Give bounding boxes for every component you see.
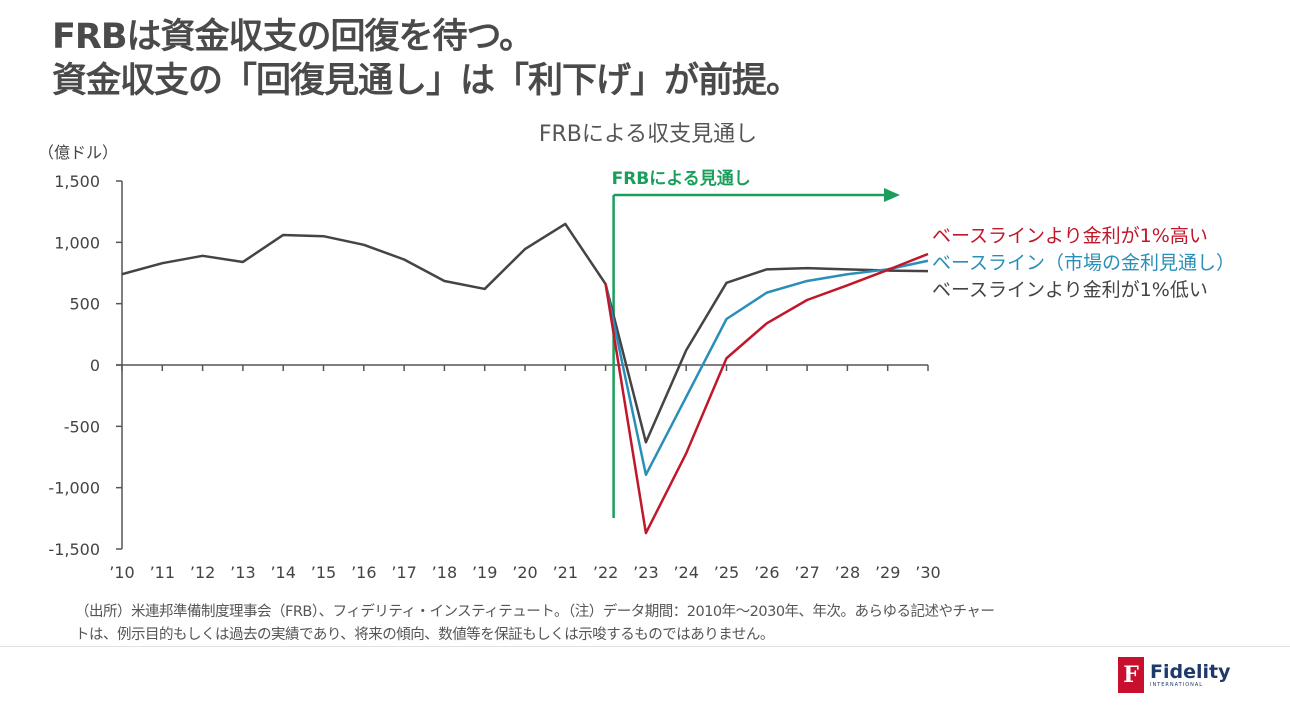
x-tick-label: ’16 [351, 563, 376, 582]
y-tick-label: 500 [69, 295, 100, 314]
footnote-line1: （出所）米連邦準備制度理事会（FRB）、フィデリティ・インスティテュート。（注）… [75, 604, 995, 620]
x-tick-label: ’21 [553, 563, 578, 582]
x-tick-label: ’15 [311, 563, 336, 582]
x-tick-label: ’22 [593, 563, 618, 582]
forecast-annotation-label: FRBによる見通し [612, 169, 751, 189]
x-tick-label: ’13 [230, 563, 255, 582]
divider [0, 646, 1290, 647]
x-tick-label: ’14 [270, 563, 295, 582]
x-tick-label: ’27 [794, 563, 819, 582]
x-tick-label: ’19 [472, 563, 497, 582]
y-tick-label: -1,500 [48, 540, 100, 559]
x-tick-label: ’18 [432, 563, 457, 582]
forecast-arrow-head-icon [884, 188, 900, 202]
page-title-line2: 資金収支の「回復見通し」は「利下げ」が前提。 [52, 61, 801, 101]
x-tick-label: ’23 [633, 563, 658, 582]
x-tick-label: ’24 [673, 563, 698, 582]
x-tick-label: ’30 [915, 563, 940, 582]
x-tick-label: ’28 [835, 563, 860, 582]
y-tick-label: 1,000 [54, 233, 100, 252]
x-tick-label: ’29 [875, 563, 900, 582]
legend-entry: ベースラインより金利が1%低い [932, 279, 1208, 301]
x-tick-label: ’17 [391, 563, 416, 582]
y-axis-unit-label: （億ドル） [38, 143, 118, 162]
logo-sub: INTERNATIONAL [1150, 682, 1204, 688]
x-tick-label: ’25 [714, 563, 739, 582]
x-tick-label: ’20 [512, 563, 537, 582]
x-tick-label: ’26 [754, 563, 779, 582]
x-tick-label: ’11 [150, 563, 175, 582]
x-tick-label: ’10 [109, 563, 134, 582]
chart-title: FRBによる収支見通し [539, 122, 757, 147]
y-tick-label: 0 [90, 356, 100, 375]
chart: FRBによる収支見通し （億ドル） 1,500 1,000 500 0 -500 -1,0… [38, 122, 1235, 582]
legend-entry: ベースライン（市場の金利見通し） [932, 252, 1235, 274]
footnote-line2: トは、例示目的もしくは過去の実績であり、将来の傾向、数値等を保証もしくは示唆する… [75, 627, 774, 643]
series-line [121, 222, 929, 444]
page-title-line1: FRBは資金収支の回復を待つ。 [52, 17, 534, 57]
y-tick-label: 1,500 [54, 172, 100, 191]
logo-mark-icon: F [1118, 657, 1144, 693]
series-line [604, 252, 929, 535]
logo-name: Fidelity [1150, 661, 1231, 683]
fidelity-logo: F Fidelity INTERNATIONAL [1118, 657, 1230, 693]
x-tick-label: ’12 [190, 563, 215, 582]
legend-entry: ベースラインより金利が1%高い [932, 225, 1208, 247]
y-tick-label: -500 [64, 417, 100, 436]
series-line [604, 259, 929, 477]
y-tick-label: -1,000 [48, 479, 100, 498]
